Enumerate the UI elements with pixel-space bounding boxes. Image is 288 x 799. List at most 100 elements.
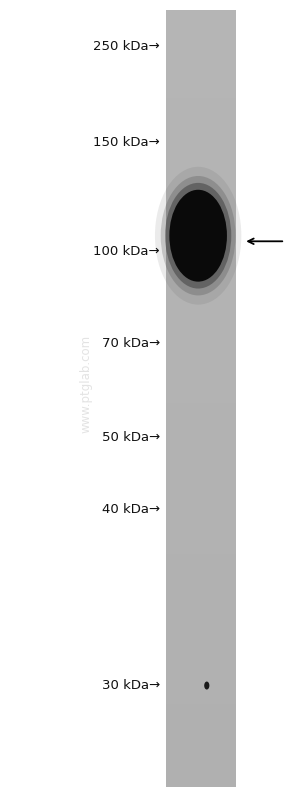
Bar: [166, 476, 236, 481]
Bar: [166, 108, 236, 113]
Bar: [166, 637, 236, 642]
Bar: [166, 554, 236, 559]
Bar: [166, 445, 236, 450]
Bar: [166, 212, 236, 217]
Bar: [166, 694, 236, 699]
Bar: [166, 237, 236, 243]
Bar: [166, 72, 236, 77]
Bar: [166, 610, 236, 616]
Bar: [166, 20, 236, 25]
Bar: [166, 647, 236, 652]
Bar: [166, 435, 236, 439]
Bar: [166, 600, 236, 606]
Bar: [166, 772, 236, 777]
Bar: [166, 383, 236, 388]
Bar: [166, 481, 236, 487]
Bar: [166, 585, 236, 590]
Bar: [166, 295, 236, 300]
Bar: [166, 642, 236, 647]
Bar: [166, 362, 236, 368]
Bar: [166, 616, 236, 621]
Bar: [166, 741, 236, 745]
Bar: [166, 378, 236, 383]
Bar: [166, 502, 236, 507]
Bar: [166, 751, 236, 756]
Text: 250 kDa→: 250 kDa→: [93, 40, 160, 53]
Bar: [166, 10, 236, 14]
Bar: [166, 580, 236, 585]
Bar: [166, 704, 236, 710]
Bar: [166, 408, 236, 414]
Ellipse shape: [204, 682, 209, 690]
Bar: [166, 574, 236, 580]
Bar: [166, 570, 236, 574]
Bar: [166, 165, 236, 170]
Bar: [166, 347, 236, 352]
Bar: [166, 336, 236, 341]
Bar: [166, 14, 236, 20]
Bar: [166, 97, 236, 103]
Bar: [166, 761, 236, 766]
Bar: [166, 487, 236, 491]
Bar: [166, 145, 236, 149]
Bar: [166, 103, 236, 108]
Bar: [166, 372, 236, 378]
Bar: [166, 233, 236, 237]
Bar: [166, 248, 236, 253]
Bar: [166, 631, 236, 637]
Bar: [166, 782, 236, 787]
Bar: [166, 274, 236, 279]
Bar: [166, 518, 236, 523]
Bar: [166, 305, 236, 310]
Ellipse shape: [155, 167, 241, 304]
Bar: [166, 559, 236, 564]
Bar: [166, 326, 236, 331]
Bar: [166, 429, 236, 435]
Bar: [166, 149, 236, 155]
Bar: [166, 10, 236, 787]
Bar: [166, 181, 236, 186]
Bar: [166, 197, 236, 201]
Bar: [166, 124, 236, 129]
Bar: [166, 30, 236, 35]
Bar: [166, 82, 236, 87]
Bar: [166, 331, 236, 336]
Bar: [166, 621, 236, 626]
Bar: [166, 424, 236, 429]
Bar: [166, 243, 236, 248]
Bar: [166, 714, 236, 720]
Bar: [166, 668, 236, 673]
Bar: [166, 491, 236, 497]
Bar: [166, 155, 236, 160]
Bar: [166, 35, 236, 41]
Bar: [166, 766, 236, 772]
Bar: [166, 595, 236, 600]
Bar: [166, 606, 236, 610]
Bar: [166, 279, 236, 284]
Bar: [166, 134, 236, 139]
Bar: [166, 93, 236, 97]
Bar: [166, 129, 236, 134]
Bar: [166, 439, 236, 445]
Ellipse shape: [161, 176, 236, 296]
Bar: [166, 745, 236, 751]
Bar: [166, 289, 236, 295]
Bar: [166, 66, 236, 72]
Bar: [166, 455, 236, 460]
Bar: [166, 720, 236, 725]
Bar: [166, 170, 236, 176]
Bar: [166, 201, 236, 206]
Bar: [166, 590, 236, 595]
Bar: [166, 284, 236, 289]
Bar: [166, 191, 236, 197]
Bar: [166, 227, 236, 233]
Bar: [166, 316, 236, 320]
Bar: [166, 471, 236, 476]
Bar: [166, 626, 236, 631]
Text: 40 kDa→: 40 kDa→: [102, 503, 160, 516]
Bar: [166, 689, 236, 694]
Bar: [166, 756, 236, 761]
Bar: [166, 735, 236, 741]
Bar: [166, 699, 236, 704]
Bar: [166, 222, 236, 227]
